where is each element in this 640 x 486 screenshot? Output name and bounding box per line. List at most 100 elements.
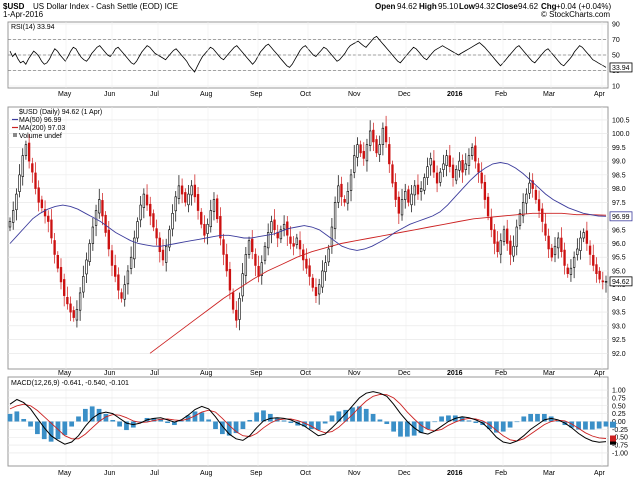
header-open-value: 94.62 bbox=[397, 2, 418, 11]
candle-body bbox=[75, 309, 79, 321]
candle-body bbox=[142, 193, 146, 208]
candle-body bbox=[270, 221, 273, 233]
x-axis-labels: May May May Jun Jun Jun Jul Jul Jul Aug Aug Aug Sep S… bbox=[58, 91, 606, 477]
candle-body bbox=[180, 185, 184, 195]
macd-histogram-bar bbox=[14, 411, 20, 422]
price-tick-label: 97.5 bbox=[612, 200, 626, 207]
candle-body bbox=[467, 155, 471, 166]
candle-body bbox=[260, 262, 263, 276]
macd-histogram-bar bbox=[309, 421, 314, 430]
candle-body bbox=[496, 241, 499, 253]
candle-body bbox=[228, 268, 232, 291]
x-label-Oct: Oct bbox=[300, 470, 311, 477]
candle-body bbox=[251, 238, 254, 253]
candle-body bbox=[461, 160, 464, 173]
macd-histogram-bar bbox=[596, 421, 602, 429]
candle-body bbox=[544, 223, 547, 236]
candle-body bbox=[400, 199, 404, 216]
price-tick-label: 95.0 bbox=[612, 268, 626, 275]
macd-histogram-bar bbox=[55, 421, 61, 440]
candle-body bbox=[145, 194, 149, 206]
candle-body bbox=[515, 226, 518, 247]
candle-body bbox=[553, 245, 557, 256]
candle-body bbox=[579, 237, 582, 251]
candle-body bbox=[104, 214, 107, 233]
rsi-tick-label: 10 bbox=[612, 84, 620, 91]
x-label-Aug: Aug bbox=[200, 91, 213, 98]
macd-histogram-bar bbox=[199, 412, 205, 422]
price-tick-label: 96.0 bbox=[612, 241, 626, 248]
macd-histogram-bar bbox=[240, 421, 246, 430]
candle-body bbox=[40, 199, 44, 209]
macd-histogram-bar bbox=[411, 421, 417, 436]
macd-histogram-bar bbox=[254, 412, 259, 422]
candle-body bbox=[585, 230, 589, 244]
candle-body bbox=[98, 199, 101, 214]
candle-body bbox=[404, 191, 407, 200]
header-high-label: High bbox=[419, 2, 437, 11]
candle-body bbox=[219, 216, 222, 239]
x-label-Aug: Aug bbox=[200, 470, 213, 477]
candle-body bbox=[53, 240, 56, 255]
candle-body bbox=[525, 193, 528, 204]
macd-tick-label: 1.00 bbox=[612, 388, 626, 395]
x-label-Mar: Mar bbox=[543, 91, 556, 98]
candle-body bbox=[136, 221, 139, 239]
candle-body bbox=[566, 267, 569, 274]
candle-body bbox=[126, 270, 130, 285]
candle-body bbox=[225, 254, 228, 272]
candle-body bbox=[123, 284, 126, 300]
macd-histogram-bar bbox=[398, 421, 403, 437]
candle-body bbox=[117, 274, 120, 291]
candle-body bbox=[184, 192, 187, 203]
candle-body bbox=[534, 189, 538, 200]
candle-body bbox=[149, 203, 152, 217]
candle-body bbox=[235, 309, 238, 321]
candle-body bbox=[346, 191, 350, 204]
candle-body bbox=[588, 245, 592, 255]
candle-body bbox=[340, 183, 343, 198]
x-label-Dec: Dec bbox=[398, 470, 411, 477]
candle-body bbox=[317, 284, 321, 295]
macd-histogram-bar bbox=[151, 417, 157, 422]
candle-body bbox=[206, 223, 209, 234]
candle-body bbox=[18, 174, 21, 192]
candle-body bbox=[512, 245, 515, 257]
candle-body bbox=[537, 199, 541, 211]
macd-tick-label: -1.00 bbox=[612, 450, 628, 457]
candle-body bbox=[486, 196, 490, 217]
candle-body bbox=[24, 144, 28, 156]
candle-body bbox=[455, 169, 458, 181]
price-label: $USD (Daily) 94.62 (1 Apr) bbox=[19, 109, 102, 116]
price-layer: 92.092.593.093.594.094.595.095.596.096.5… bbox=[8, 22, 630, 466]
macd-histogram-bar bbox=[281, 420, 287, 422]
header-chg-label: Chg bbox=[541, 2, 557, 11]
x-label-Feb: Feb bbox=[495, 470, 507, 477]
candle-body bbox=[321, 270, 324, 288]
macd-label: MACD(12,26,9) -0.641, -0.540, -0.101 bbox=[11, 380, 129, 387]
x-label-Apr: Apr bbox=[594, 370, 606, 377]
candle-body bbox=[164, 245, 168, 263]
candle-body bbox=[582, 232, 585, 239]
candle-body bbox=[34, 172, 37, 189]
macd-histogram-bar bbox=[247, 419, 253, 422]
legend-ma50: MA(50) 96.99 bbox=[19, 117, 62, 124]
macd-histogram-bar bbox=[404, 421, 410, 437]
candle-body bbox=[282, 223, 286, 230]
ma50-line bbox=[9, 162, 607, 251]
header-low-label: Low bbox=[459, 2, 476, 11]
candle-body bbox=[107, 229, 110, 250]
macd-last-marker-0 bbox=[610, 438, 616, 445]
macd-histogram-bar bbox=[76, 416, 81, 422]
macd-tick-label: 0.50 bbox=[612, 403, 626, 410]
macd-histogram-bar bbox=[35, 421, 40, 435]
candle-body bbox=[432, 160, 436, 173]
candle-body bbox=[66, 296, 69, 305]
candle-body bbox=[480, 172, 483, 184]
x-label-May: May bbox=[58, 91, 72, 98]
x-label-Nov: Nov bbox=[348, 470, 361, 477]
macd-histogram-bar bbox=[384, 421, 390, 425]
x-label-Jul: Jul bbox=[150, 370, 159, 377]
candle-body bbox=[391, 164, 394, 184]
